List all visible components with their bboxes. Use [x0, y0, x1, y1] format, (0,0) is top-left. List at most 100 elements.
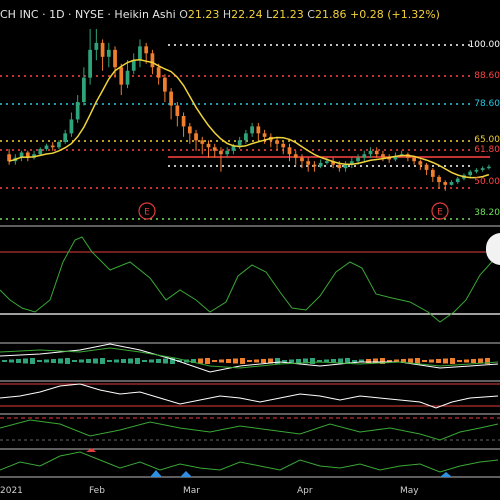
- moving-average-line: [8, 59, 490, 179]
- macd-histogram-bar: [415, 358, 420, 364]
- change-value: +0.28 (+1.32%): [349, 8, 440, 21]
- candle-body: [250, 126, 254, 134]
- macd-histogram-bar: [394, 359, 399, 363]
- close-value: 21.86: [314, 8, 347, 21]
- macd-histogram-bar: [471, 359, 476, 363]
- candle-body: [106, 49, 111, 57]
- candle-body: [206, 143, 211, 148]
- candle-body: [181, 115, 186, 127]
- macd-histogram-bar: [86, 359, 91, 363]
- macd-histogram-bar: [261, 359, 266, 363]
- candle-body: [44, 145, 49, 150]
- candle-body: [455, 178, 460, 183]
- macd-histogram-bar: [170, 358, 175, 364]
- candle-body: [88, 49, 92, 78]
- macd-histogram-bar: [51, 359, 56, 363]
- candle-body: [75, 102, 80, 120]
- macd-histogram-bar: [23, 358, 28, 364]
- macd-histogram-bar: [226, 359, 231, 363]
- candle-body: [293, 154, 298, 158]
- macd-histogram-bar: [450, 358, 455, 364]
- macd-histogram-bar: [16, 359, 21, 363]
- macd-histogram-bar: [485, 358, 490, 364]
- rsi-line: [0, 383, 499, 409]
- candle-body: [262, 133, 267, 137]
- fib-label-382: 38.20: [474, 208, 500, 218]
- candle-body: [82, 77, 86, 103]
- candle-body: [331, 161, 335, 165]
- macd-histogram-bar: [205, 358, 210, 364]
- macd-histogram-bar: [72, 360, 77, 362]
- macd-histogram-bar: [457, 360, 462, 362]
- candle-body: [100, 42, 105, 57]
- fib-label-65: 65.00: [474, 135, 500, 145]
- macd-histogram-bar: [219, 359, 224, 363]
- candle-body: [119, 67, 124, 85]
- candle-body: [362, 154, 367, 158]
- candle-body: [113, 49, 117, 68]
- macd-histogram-bar: [331, 359, 336, 363]
- candle-body: [63, 133, 68, 143]
- fib-label-100: 100.00: [468, 40, 500, 50]
- candle-body: [7, 154, 11, 162]
- open-value: 21.23: [187, 8, 220, 21]
- macd-histogram-bar: [282, 360, 287, 362]
- candle-body: [437, 176, 441, 183]
- fib-label-886: 88.60: [474, 71, 500, 81]
- candle-body: [231, 145, 236, 151]
- macd-histogram-bar: [58, 358, 63, 364]
- scroll-knob[interactable]: [486, 233, 500, 265]
- macd-histogram-bar: [275, 358, 280, 364]
- macd-histogram-bar: [79, 359, 84, 363]
- candle-body: [468, 171, 473, 176]
- macd-histogram-bar: [100, 358, 105, 364]
- candle-body: [25, 152, 30, 158]
- candle-body: [393, 155, 398, 160]
- candle-body: [356, 157, 360, 162]
- candle-body: [318, 162, 323, 167]
- macd-histogram-bar: [310, 358, 315, 364]
- candle-body: [300, 157, 304, 162]
- high-value: 22.24: [231, 8, 263, 21]
- candle-body: [138, 46, 142, 61]
- macd-histogram-bar: [303, 358, 308, 364]
- macd-histogram-bar: [212, 360, 217, 362]
- macd-histogram-bar: [247, 360, 252, 362]
- candle-body: [256, 126, 261, 134]
- macd-histogram-bar: [233, 358, 238, 364]
- macd-histogram-bar: [408, 358, 413, 364]
- macd-histogram-bar: [142, 360, 147, 362]
- macd-histogram-bar: [352, 360, 357, 362]
- macd-histogram-bar: [107, 360, 112, 362]
- candle-body: [424, 164, 429, 170]
- candle-body: [69, 119, 74, 134]
- fib-label-786: 78.60: [474, 99, 500, 109]
- candle-body: [169, 91, 173, 106]
- macd-histogram-bar: [149, 359, 154, 363]
- candle-body: [306, 161, 311, 165]
- macd-histogram-bar: [93, 358, 98, 364]
- candle-body: [131, 60, 136, 71]
- bottom-line: [0, 451, 499, 473]
- macd-histogram-bar: [373, 358, 378, 364]
- candle-body: [381, 154, 385, 158]
- macd-histogram-bar: [191, 359, 196, 363]
- macd-histogram-bar: [429, 359, 434, 363]
- candle-body: [187, 126, 192, 134]
- event-marker-circle: [138, 202, 156, 220]
- lower-line: [0, 419, 499, 441]
- macd-histogram-bar: [30, 358, 35, 364]
- fib-label-50: 50.00: [474, 177, 500, 187]
- bottom-red-marker: [86, 448, 96, 452]
- macd-histogram-bar: [345, 358, 350, 364]
- candle-body: [337, 164, 342, 169]
- macd-histogram-bar: [443, 358, 448, 364]
- close-key: C: [307, 8, 315, 21]
- macd-histogram-bar: [338, 358, 343, 364]
- macd-histogram-bar: [114, 359, 119, 363]
- candle-body: [19, 152, 24, 158]
- macd-histogram-bar: [401, 359, 406, 363]
- fib-label-618: 61.80: [474, 145, 500, 155]
- macd-line: [0, 343, 499, 373]
